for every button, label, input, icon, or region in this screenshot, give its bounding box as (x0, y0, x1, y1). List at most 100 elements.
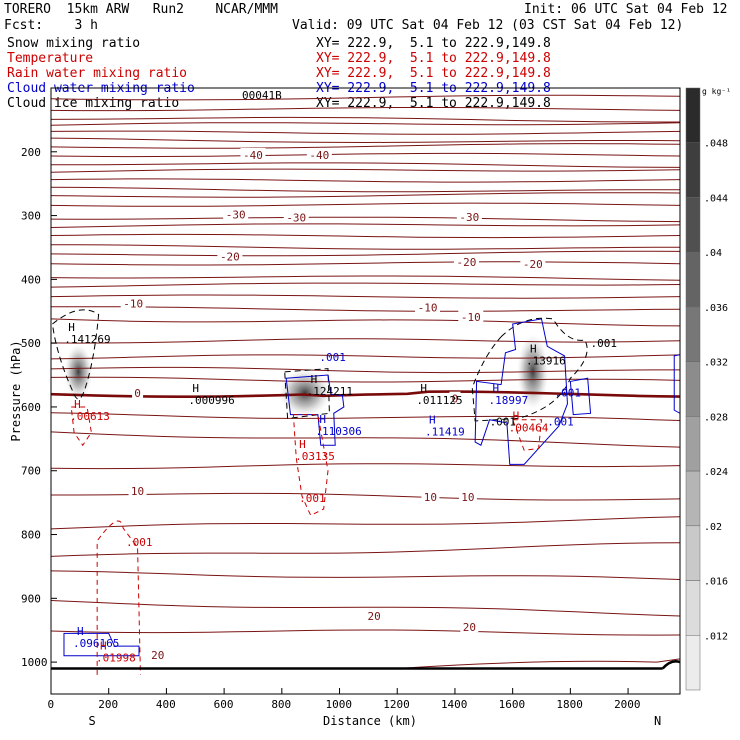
plot-frame (50, 87, 681, 695)
isotherm-line (50, 294, 681, 299)
isotherm-line (51, 306, 681, 312)
isotherm-line (50, 186, 680, 193)
maximum-value: .01998 (96, 652, 136, 665)
isotherm-line (50, 600, 681, 617)
y-tick-label: 500 (21, 337, 41, 350)
isotherm-line (50, 431, 681, 448)
isotherm-line (50, 216, 681, 223)
colorbar-segment (685, 416, 701, 472)
x-tick-label: 1400 (441, 698, 468, 711)
snow-shading (64, 343, 93, 400)
maximum-marker: H (429, 414, 436, 427)
rain-water-contour (511, 419, 543, 451)
maximum-value: .13916 (526, 354, 566, 367)
isotherm-label-bg (148, 648, 167, 661)
isotherm-label-bg (240, 147, 266, 160)
isotherm-line (50, 412, 681, 421)
isotherm-label-bg (306, 147, 332, 160)
cloud-water-contour (673, 354, 681, 415)
contour-label: .001 (490, 416, 517, 429)
maximum-value: .124211 (307, 385, 353, 398)
x-tick-label: 1000 (326, 698, 353, 711)
header-model-info: TORERO 15km ARW Run2 NCAR/MMM (4, 2, 278, 17)
x-tick-label: 800 (271, 698, 291, 711)
contour-label: .001 (319, 351, 346, 364)
rain-water-contour (96, 520, 141, 675)
x-tick-label: 0 (48, 698, 55, 711)
isotherm-line (50, 94, 681, 101)
colorbar-tick-label: .012 (704, 631, 728, 642)
isotherm-label: 10 (424, 491, 437, 504)
contour-label: .001 (547, 416, 574, 429)
isotherm-line (50, 122, 681, 126)
isotherm-label: -20 (457, 256, 477, 269)
colorbar-segment (685, 470, 701, 527)
field-name: Rain water mixing ratio (7, 66, 188, 81)
maximum-marker: H (319, 413, 326, 426)
field-name: Snow mixing ratio (7, 36, 141, 51)
isotherm-line (50, 275, 681, 281)
isotherm-line (50, 542, 681, 557)
isotherm-line (50, 116, 680, 123)
isotherm-label-bg (120, 296, 146, 309)
isotherm-label-bg (453, 255, 479, 268)
header-init-time: Init: 06 UTC Sat 04 Feb 12 (524, 2, 728, 17)
cloud-ice-contour (284, 368, 330, 419)
cloud-water-contour (63, 632, 140, 657)
isotherm-label: -30 (459, 211, 479, 224)
maximum-value: .00613 (70, 410, 110, 423)
isotherm-label: -10 (418, 301, 438, 314)
maximum-marker: H (74, 398, 81, 411)
endpoint-left: S (89, 714, 96, 728)
maximum-value: .00464 (509, 421, 549, 434)
isotherm-line (50, 318, 681, 327)
cloud-water-contour (474, 318, 568, 465)
field-cross-section-coords: XY= 222.9, 5.1 to 222.9,149.8 (316, 51, 551, 66)
maximum-marker: H (420, 382, 427, 395)
isotherm-line (50, 570, 681, 580)
cloud-ice-contour (51, 309, 100, 400)
x-tick-label: 2000 (614, 698, 641, 711)
colorbar-segment (685, 306, 701, 362)
rain-water-contour (70, 406, 92, 447)
isotherm-label: -20 (523, 258, 543, 271)
maximum-value: .141269 (64, 333, 110, 346)
isotherm-label-bg (449, 391, 461, 404)
x-axis-title: Distance (km) (323, 714, 417, 728)
isotherm-line (50, 107, 681, 112)
isotherm-label-bg (365, 609, 384, 622)
maximum-marker: H (77, 625, 84, 638)
field-name: Temperature (7, 51, 94, 66)
isotherm-label: -30 (226, 208, 246, 221)
contour-label: .001 (126, 536, 152, 549)
x-tick-label: 400 (156, 698, 176, 711)
colorbar-tick-label: .028 (704, 412, 728, 423)
y-tick-label: 700 (21, 465, 41, 478)
colorbar-tick-label: .036 (704, 303, 728, 314)
isotherm-line (50, 516, 681, 530)
colorbar-segment (685, 580, 701, 636)
y-tick-label: 800 (21, 529, 41, 542)
isotherm-line (50, 250, 681, 257)
isotherm-label-bg (132, 385, 144, 398)
isotherm-label: 10 (461, 491, 474, 504)
colorbar-segment (685, 197, 701, 253)
isotherm-line (50, 202, 681, 207)
isotherm-label-bg (421, 489, 440, 502)
isotherm-label-bg (458, 310, 484, 323)
isotherm-label: -40 (243, 149, 263, 162)
header-valid-time: Valid: 09 UTC Sat 04 Feb 12 (03 CST Sat … (292, 18, 684, 33)
isotherm-line (50, 376, 681, 383)
x-tick-label: 1800 (556, 698, 583, 711)
isotherm-line (51, 244, 681, 250)
colorbar-segment (685, 87, 701, 143)
x-tick-label: 1600 (499, 698, 526, 711)
isotherm-label: -20 (220, 250, 240, 263)
colorbar-tick-label: .02 (704, 522, 722, 533)
isotherm-line (50, 233, 681, 239)
maximum-marker: H (100, 640, 107, 653)
isotherm-line (50, 143, 681, 149)
isotherm-line (50, 354, 681, 360)
maximum-value: .096165 (73, 637, 119, 650)
colorbar-tick-label: .032 (704, 358, 728, 369)
